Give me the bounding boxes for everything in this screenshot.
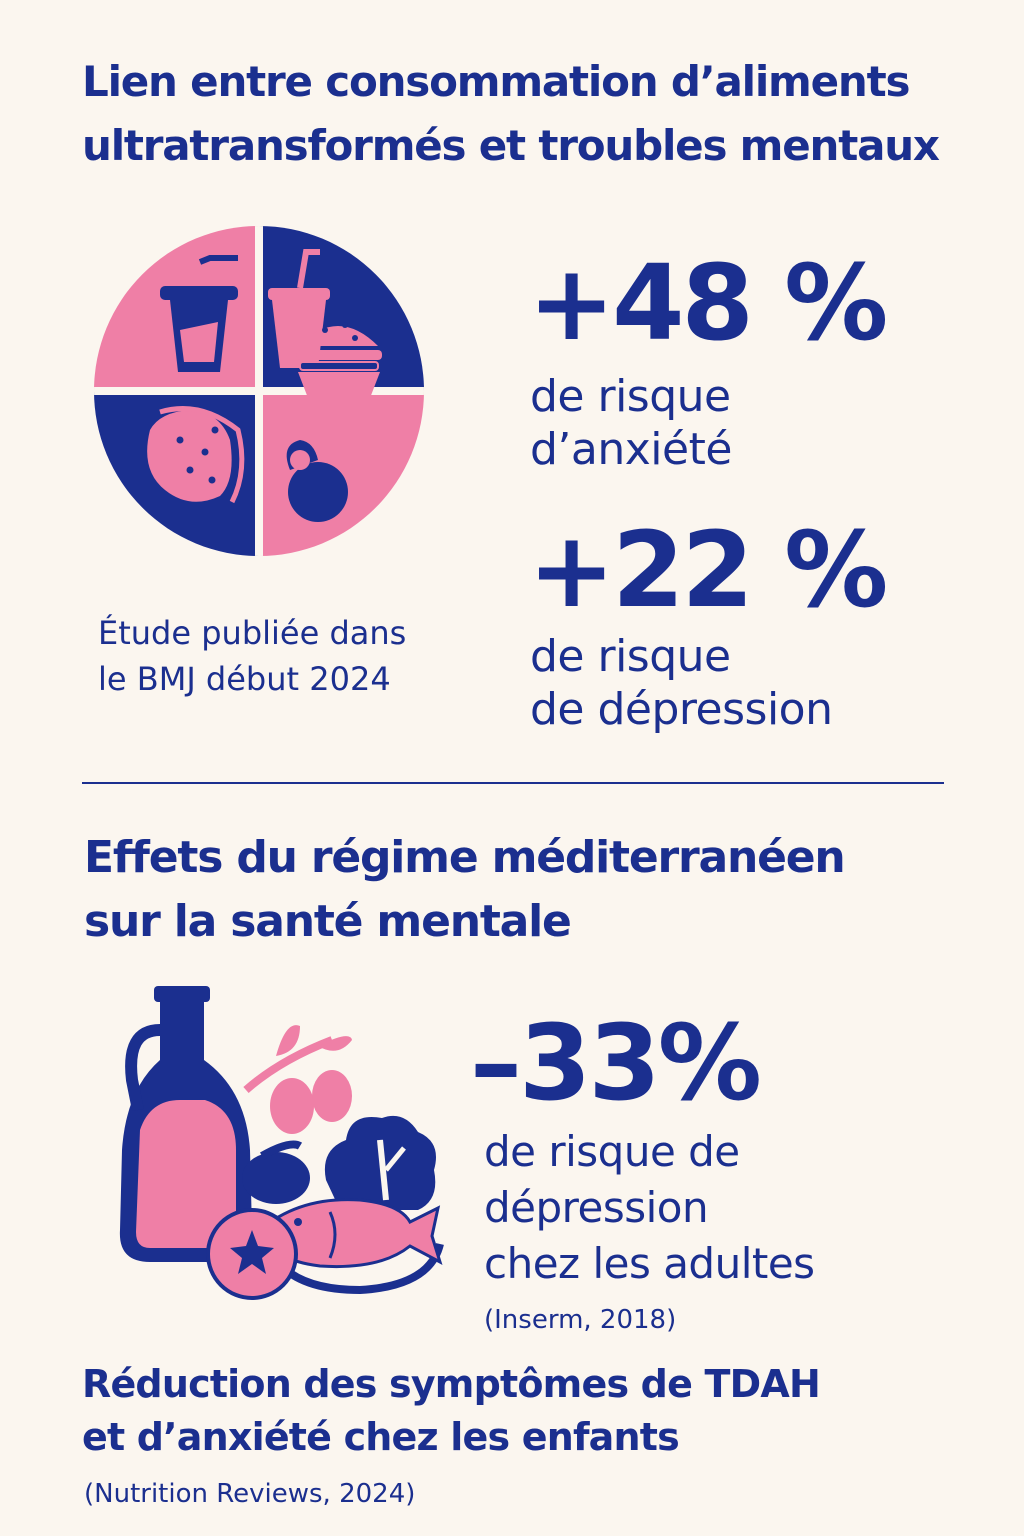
stat-depression-label-line1: de risque	[530, 631, 731, 682]
section2-title: Effets du régime méditerranéen sur la sa…	[84, 826, 846, 954]
stat-depression-label: de risque de dépression	[530, 630, 833, 736]
stat-mediterranean-label: de risque de dépression chez les adultes	[484, 1124, 815, 1292]
study-source-line2: le BMJ début 2024	[98, 660, 391, 698]
section1-title: Lien entre consommation d’aliments ultra…	[82, 50, 940, 178]
children-effect-line1: Réduction des symptômes de TDAH	[82, 1362, 821, 1406]
stat-mediterranean-label-line1: de risque de	[484, 1127, 740, 1176]
children-effect-source: (Nutrition Reviews, 2024)	[84, 1479, 416, 1509]
study-source-line1: Étude publiée dans	[98, 614, 407, 652]
stat-depression-value: +22 %	[528, 509, 888, 631]
stat-anxiety-label-line2: d’anxiété	[530, 424, 732, 475]
stat-mediterranean-value: –33%	[470, 1002, 762, 1124]
stat-mediterranean-source: (Inserm, 2018)	[484, 1305, 677, 1335]
stat-anxiety-value: +48 %	[528, 242, 888, 364]
stat-anxiety-label: de risque d’anxiété	[530, 370, 732, 476]
section2-title-line2: sur la santé mentale	[84, 896, 572, 947]
stat-mediterranean-label-line3: chez les adultes	[484, 1239, 815, 1288]
section-divider	[82, 782, 944, 784]
stat-depression-label-line2: de dépression	[530, 684, 833, 735]
study-source: Étude publiée dans le BMJ début 2024	[98, 610, 406, 702]
stat-mediterranean-label-line2: dépression	[484, 1183, 709, 1232]
section1-title-line1: Lien entre consommation d’aliments	[82, 57, 910, 106]
children-effect-line2: et d’anxiété chez les enfants	[82, 1415, 680, 1459]
children-effect: Réduction des symptômes de TDAH et d’anx…	[82, 1358, 821, 1464]
section1-title-line2: ultratransformés et troubles mentaux	[82, 121, 940, 170]
section2-title-line1: Effets du régime méditerranéen	[84, 832, 846, 883]
stat-anxiety-label-line1: de risque	[530, 371, 731, 422]
